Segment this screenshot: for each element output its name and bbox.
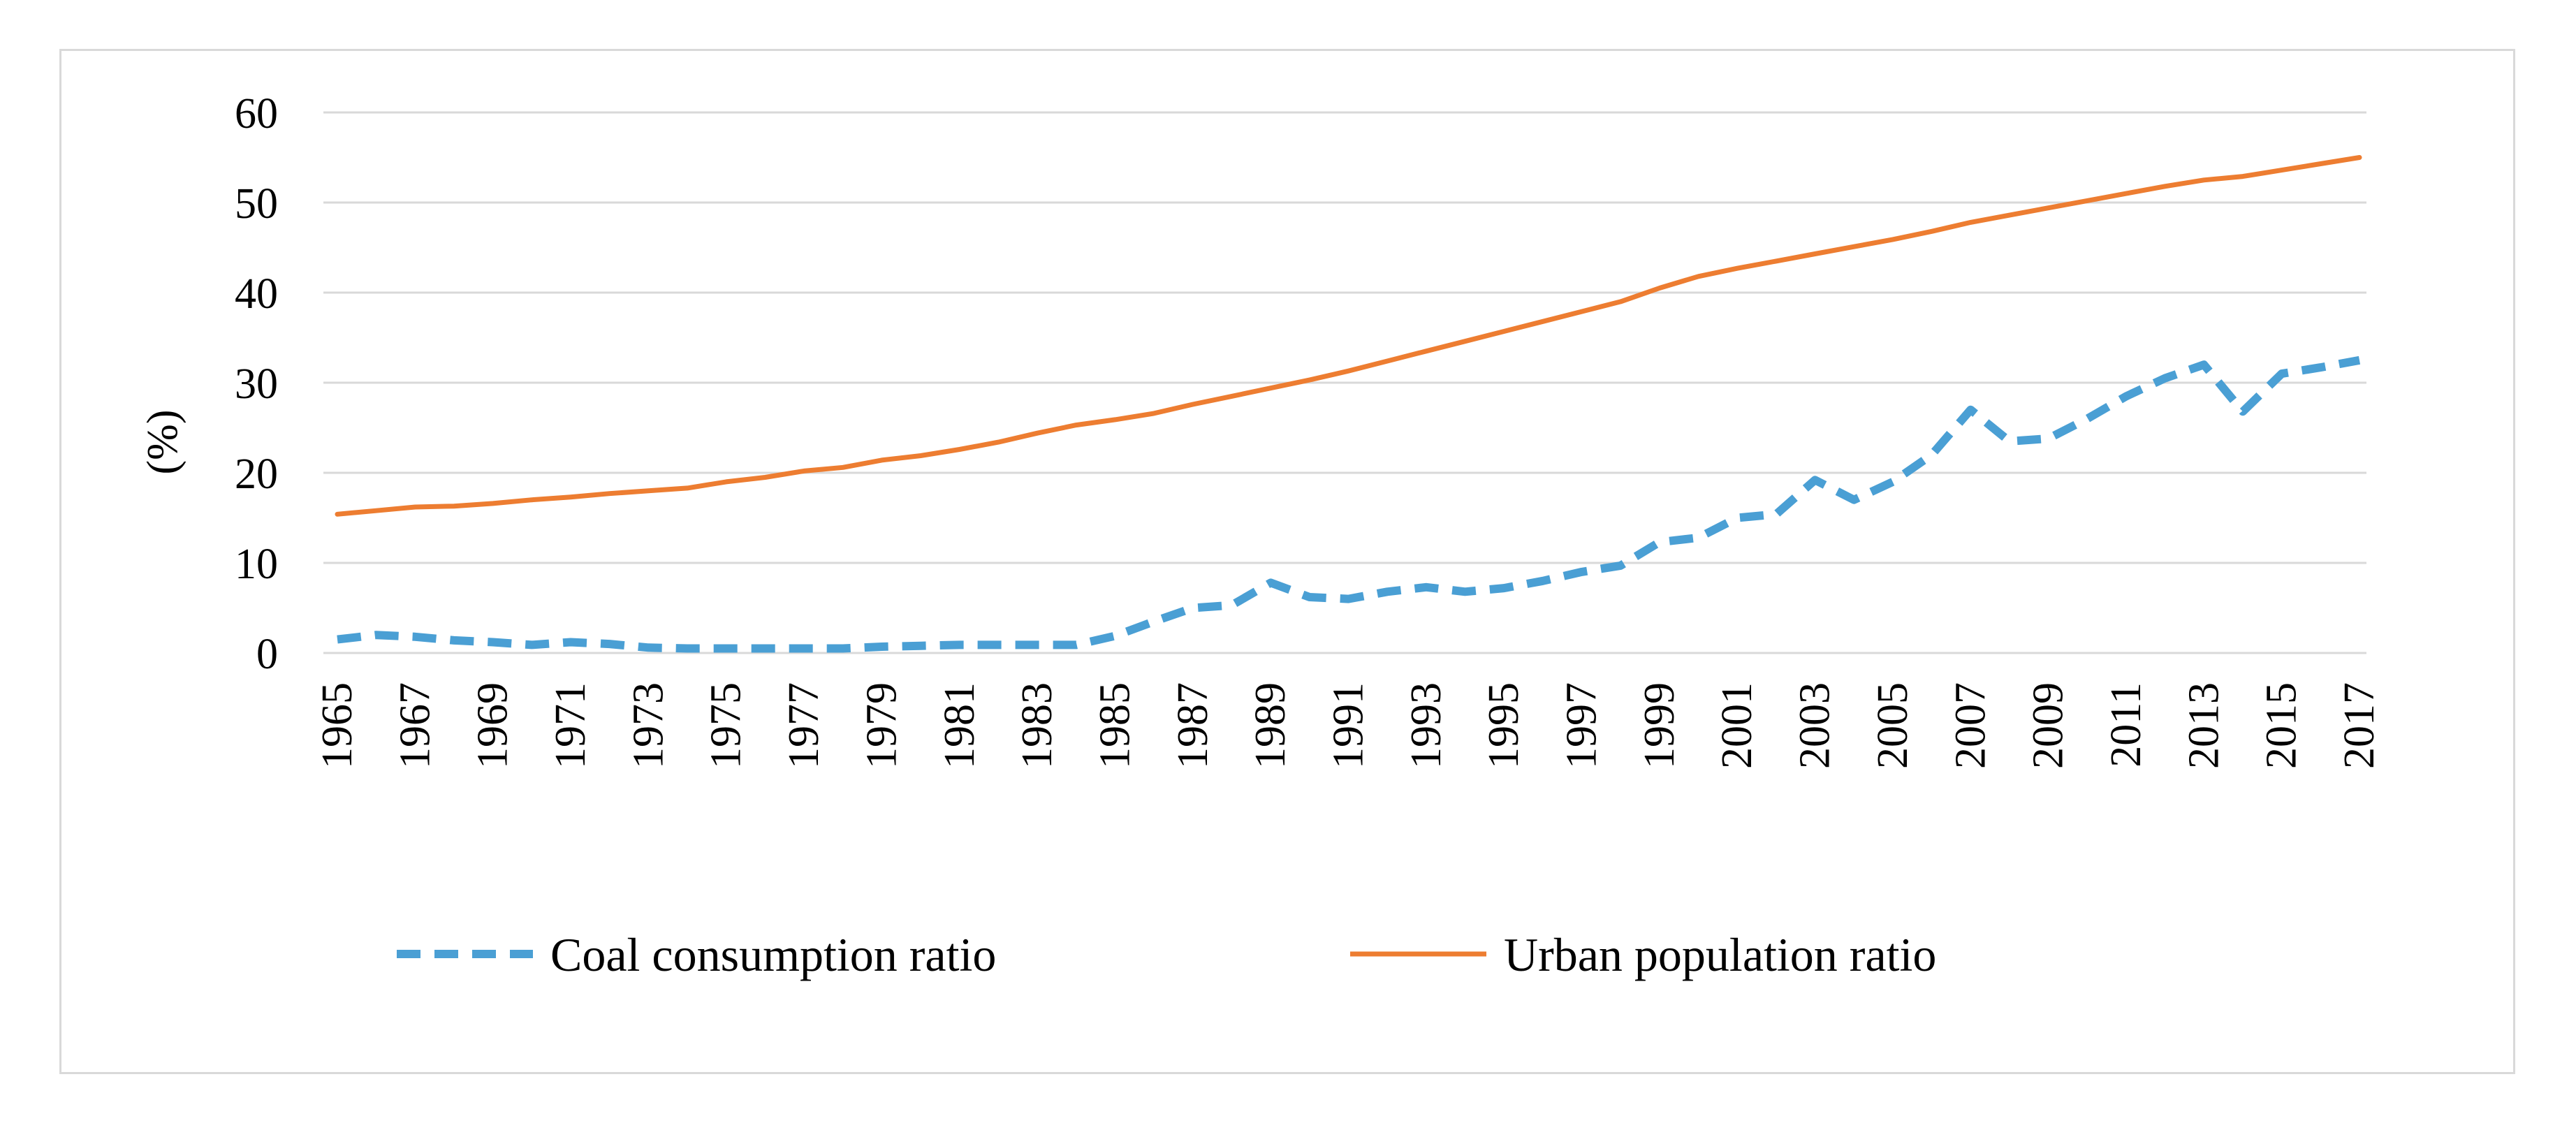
y-tick-label: 50: [235, 180, 278, 228]
y-tick-label: 10: [235, 541, 278, 588]
x-tick-label: 1973: [624, 682, 672, 769]
x-tick-label: 1991: [1325, 682, 1373, 769]
y-axis-ticks: 0 10 20 30 40 50 60: [235, 90, 278, 678]
x-tick-label: 1981: [936, 682, 983, 769]
x-tick-label: 2003: [1792, 682, 1839, 769]
legend: Coal consumption ratio Urban population r…: [397, 928, 1936, 981]
y-tick-label: 30: [235, 360, 278, 408]
x-tick-label: 1975: [703, 682, 750, 769]
legend-label-coal: Coal consumption ratio: [550, 928, 996, 981]
chart-frame: 0 10 20 30 40 50 60 1965 1967 1969 1971 1973 1975 19…: [59, 49, 2515, 1074]
x-tick-label: 1965: [314, 682, 361, 769]
x-tick-label: 2007: [1947, 682, 1994, 769]
y-tick-label: 20: [235, 450, 278, 498]
legend-label-urban: Urban population ratio: [1504, 928, 1936, 981]
x-tick-label: 2015: [2258, 682, 2306, 769]
urban-population-line: [335, 155, 2362, 517]
x-tick-label: 1995: [1480, 682, 1528, 769]
x-tick-label: 2013: [2180, 682, 2227, 769]
x-tick-label: 2017: [2336, 682, 2383, 769]
x-axis-ticks: 1965 1967 1969 1971 1973 1975 1977 1979 1981 1983…: [314, 682, 2383, 769]
y-tick-label: 60: [235, 90, 278, 138]
y-axis-title: (%): [139, 410, 186, 475]
x-tick-label: 2009: [2025, 682, 2072, 769]
x-tick-label: 1993: [1403, 682, 1450, 769]
x-tick-label: 1987: [1169, 682, 1217, 769]
x-tick-label: 1983: [1013, 682, 1061, 769]
x-tick-label: 1989: [1247, 682, 1294, 769]
x-tick-label: 1997: [1558, 682, 1606, 769]
gridlines: [323, 111, 2366, 654]
coal-consumption-line: [337, 355, 2361, 653]
x-tick-label: 1977: [780, 682, 828, 769]
x-tick-label: 1985: [1091, 682, 1139, 769]
x-tick-label: 2005: [1869, 682, 1917, 769]
x-tick-label: 1967: [391, 682, 439, 769]
x-tick-label: 1999: [1636, 682, 1683, 769]
x-tick-label: 1979: [858, 682, 905, 769]
y-tick-label: 40: [235, 270, 278, 318]
y-tick-label: 0: [256, 631, 278, 678]
series-lines: [335, 155, 2362, 653]
x-tick-label: 1969: [469, 682, 517, 769]
x-tick-label: 2001: [1713, 682, 1761, 769]
x-tick-label: 2011: [2102, 682, 2150, 768]
x-tick-label: 1971: [547, 682, 594, 769]
